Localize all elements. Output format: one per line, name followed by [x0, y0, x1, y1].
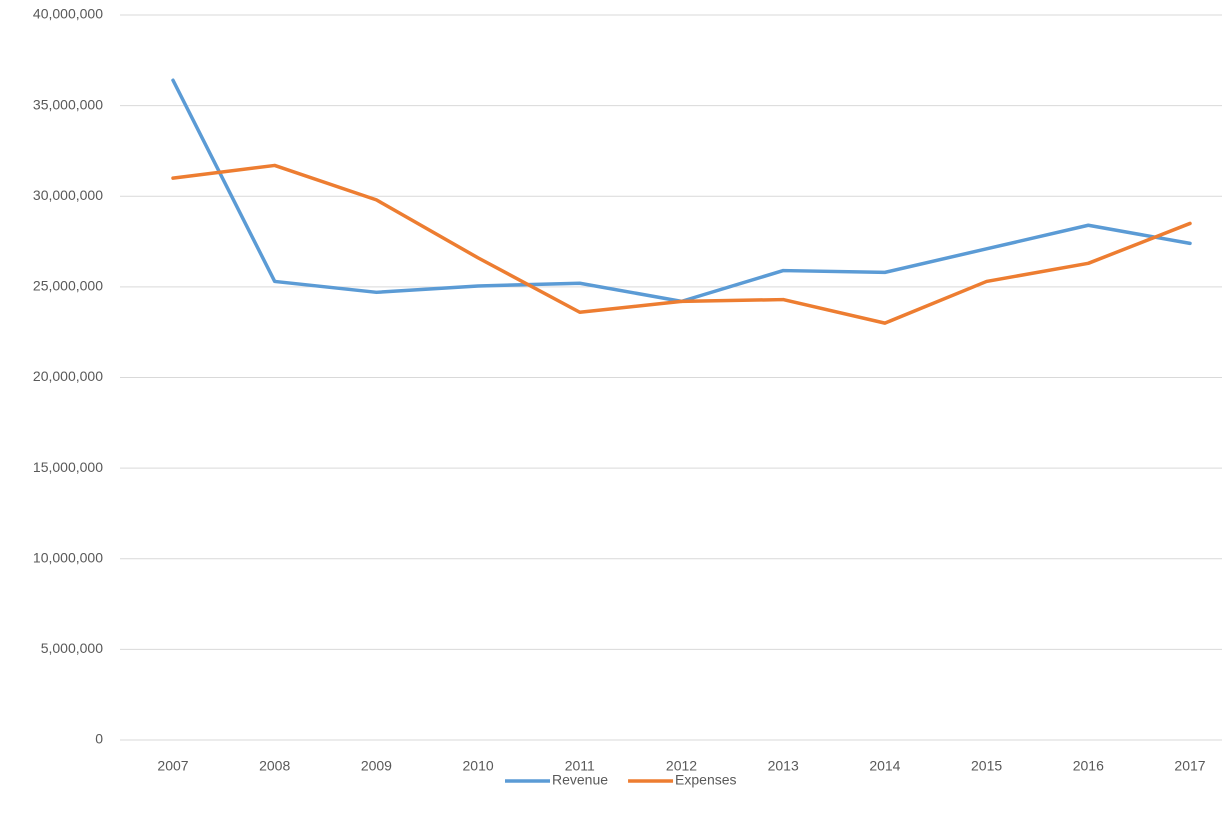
y-tick-label: 20,000,000 — [33, 368, 103, 384]
y-tick-label: 15,000,000 — [33, 459, 103, 475]
x-tick-label: 2014 — [869, 758, 900, 774]
x-tick-label: 2012 — [666, 758, 697, 774]
legend-label: Expenses — [675, 772, 736, 788]
x-tick-label: 2017 — [1174, 758, 1205, 774]
x-tick-label: 2013 — [768, 758, 799, 774]
x-tick-label: 2015 — [971, 758, 1002, 774]
series-line — [171, 78, 1192, 304]
x-tick-label: 2016 — [1073, 758, 1104, 774]
x-tick-label: 2008 — [259, 758, 290, 774]
y-tick-label: 25,000,000 — [33, 278, 103, 294]
y-tick-label: 5,000,000 — [41, 640, 103, 656]
series-line — [171, 163, 1192, 325]
legend-label: Revenue — [552, 772, 608, 788]
y-tick-label: 0 — [95, 731, 103, 747]
y-tick-label: 35,000,000 — [33, 96, 103, 112]
x-tick-label: 2011 — [565, 758, 595, 774]
y-tick-label: 40,000,000 — [33, 6, 103, 22]
x-tick-label: 2010 — [463, 758, 494, 774]
x-tick-label: 2007 — [157, 758, 188, 774]
x-tick-label: 2009 — [361, 758, 392, 774]
y-tick-label: 10,000,000 — [33, 549, 103, 565]
y-tick-label: 30,000,000 — [33, 187, 103, 203]
